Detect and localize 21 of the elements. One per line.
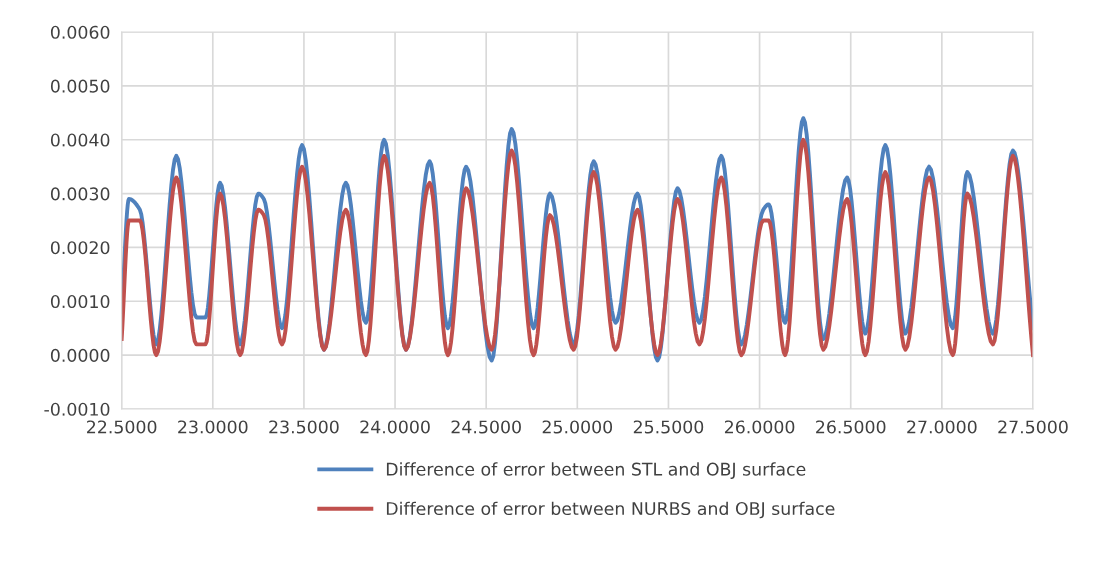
y-tick-label: 0.0020 xyxy=(50,241,110,255)
x-tick-label: 23.5000 xyxy=(269,420,339,434)
x-tick-label: 26.5000 xyxy=(816,420,886,434)
y-tick-label: 0.0010 xyxy=(50,294,110,309)
x-tick-label: 24.5000 xyxy=(451,420,521,434)
x-tick-label: 25.5000 xyxy=(633,420,704,434)
y-tick-label: 0.0030 xyxy=(50,187,110,201)
y-tick-label: 0.0040 xyxy=(50,133,110,147)
x-tick-label: 23.0000 xyxy=(178,420,248,434)
x-tick-label: 25.0000 xyxy=(542,420,613,434)
x-tick-label: 24.0000 xyxy=(360,420,430,434)
y-tick-label: -0.0010 xyxy=(44,402,110,416)
x-tick-label: 26.0000 xyxy=(724,420,795,434)
y-tick-label: 0.0050 xyxy=(50,79,110,93)
y-tick-label: 0.0000 xyxy=(50,348,110,362)
legend-label: Difference of error between NURBS and OBJ surface xyxy=(386,501,835,519)
legend-label: Difference of error between STL and OBJ surface xyxy=(386,462,806,479)
x-tick-label: 27.0000 xyxy=(907,420,977,434)
x-tick-label: 27.5000 xyxy=(998,420,1068,434)
y-tick-label: 0.0060 xyxy=(50,25,110,39)
x-tick-label: 22.5000 xyxy=(87,420,157,434)
